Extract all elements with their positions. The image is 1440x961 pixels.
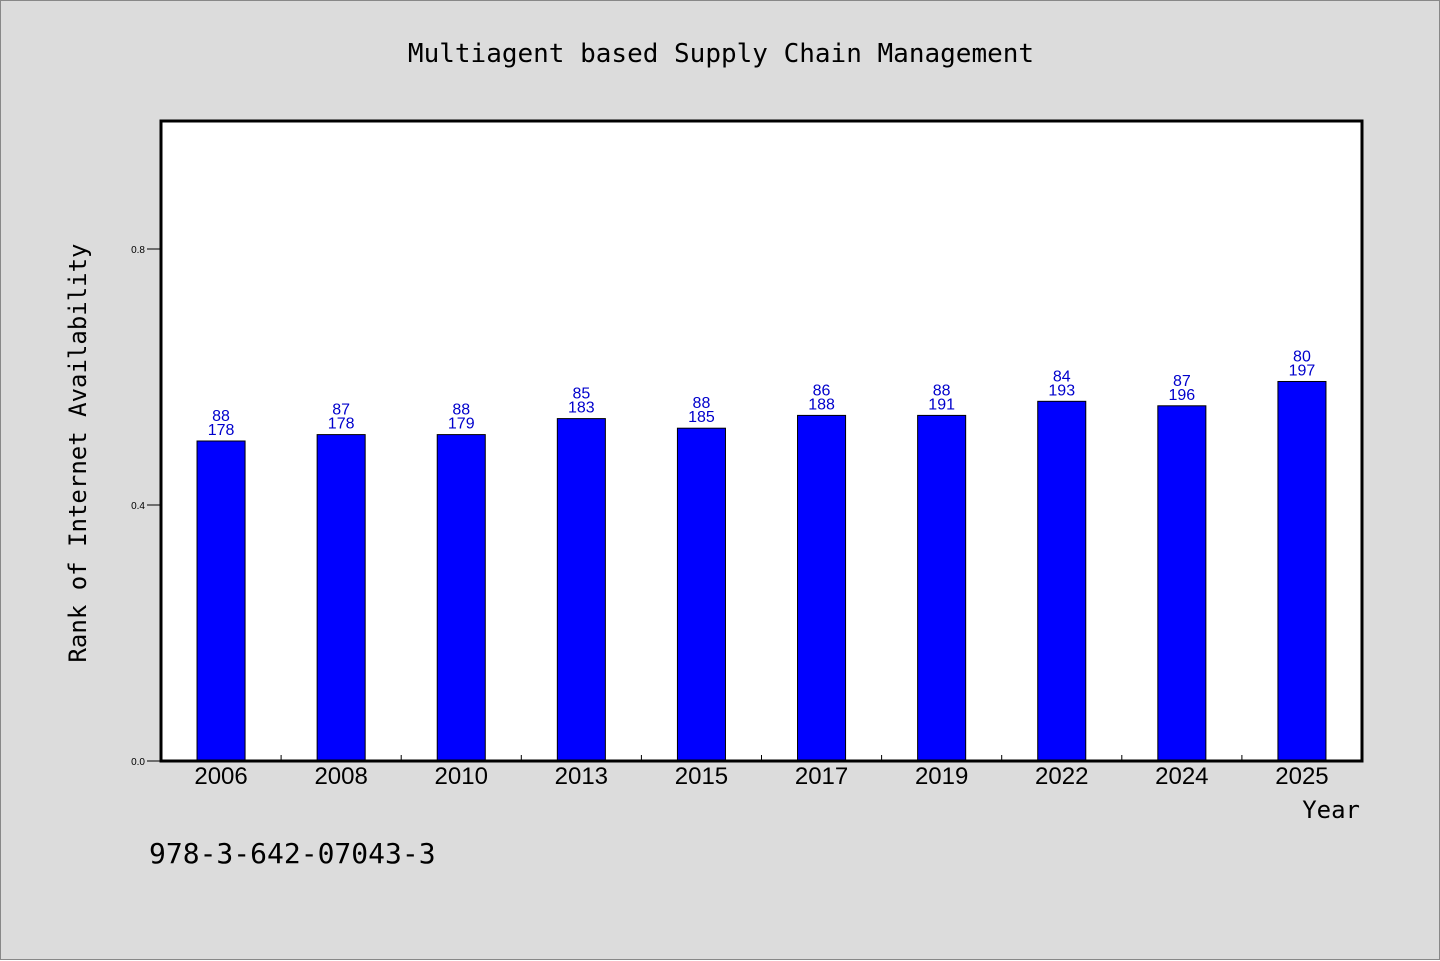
- bar: [1157, 405, 1207, 762]
- y-tick-label: 0.0: [131, 757, 145, 768]
- data-label-bottom: 191: [928, 396, 955, 413]
- footer-isbn: 978-3-642-07043-3: [149, 837, 436, 870]
- x-tick-label: 2022: [1035, 763, 1088, 790]
- y-tick-label: 0.8: [131, 245, 145, 256]
- data-label-bottom: 183: [568, 400, 595, 417]
- data-label-bottom: 197: [1289, 362, 1316, 379]
- data-label-top: 88: [212, 408, 230, 425]
- plot-border: [159, 119, 1364, 763]
- bar: [1037, 400, 1087, 762]
- data-label-bottom: 185: [688, 409, 715, 426]
- data-label-top: 87: [332, 402, 350, 419]
- y-axis-ticks: 0.0 0.4 0.8: [131, 245, 161, 768]
- x-tick-label: 2019: [915, 763, 968, 790]
- data-label-bottom: 179: [448, 416, 475, 433]
- data-label-top: 85: [572, 386, 590, 403]
- bar: [1277, 380, 1327, 762]
- x-tick-label: 2013: [555, 763, 608, 790]
- x-tick-label: 2006: [194, 763, 247, 790]
- bar-group: [196, 380, 1327, 762]
- plot-area: 0.00.40.8 2006 2008 2010 2013 2015 2017 2019 20…: [131, 119, 1364, 790]
- bar: [556, 418, 606, 762]
- bar: [917, 414, 967, 762]
- x-tick-label: 2024: [1155, 763, 1208, 790]
- x-axis-title: Year: [1302, 796, 1360, 824]
- bar: [676, 427, 726, 762]
- bar: [797, 414, 847, 762]
- x-tick-label: 2008: [314, 763, 367, 790]
- x-tick-label: 2015: [675, 763, 728, 790]
- data-label-top: 88: [693, 395, 711, 412]
- data-label-bottom: 193: [1048, 382, 1075, 399]
- data-label-top: 86: [813, 382, 831, 399]
- data-label-top: 80: [1293, 348, 1311, 365]
- y-axis-title: Rank of Internet Availability: [64, 243, 92, 662]
- data-label-top: 88: [933, 382, 951, 399]
- data-label-top: 84: [1053, 368, 1071, 385]
- data-label-bottom: 178: [208, 422, 235, 439]
- y-tick-label: 0.4: [131, 501, 145, 512]
- data-label-top: 88: [452, 402, 470, 419]
- data-label-top: 87: [1173, 373, 1191, 390]
- chart-title: Multiagent based Supply Chain Management: [408, 39, 1034, 69]
- x-axis-ticks: 2006 2008 2010 2013 2015 2017 2019 2022 2024 2025: [194, 755, 1329, 790]
- bar: [436, 434, 486, 762]
- bar: [196, 440, 246, 762]
- x-tick-label: 2025: [1275, 763, 1328, 790]
- data-label-bottom: 178: [328, 416, 355, 433]
- data-label-bottom: 188: [808, 396, 835, 413]
- data-label-bottom: 196: [1168, 387, 1195, 404]
- bar: [316, 434, 366, 762]
- x-tick-label: 2017: [795, 763, 848, 790]
- x-tick-label: 2010: [435, 763, 488, 790]
